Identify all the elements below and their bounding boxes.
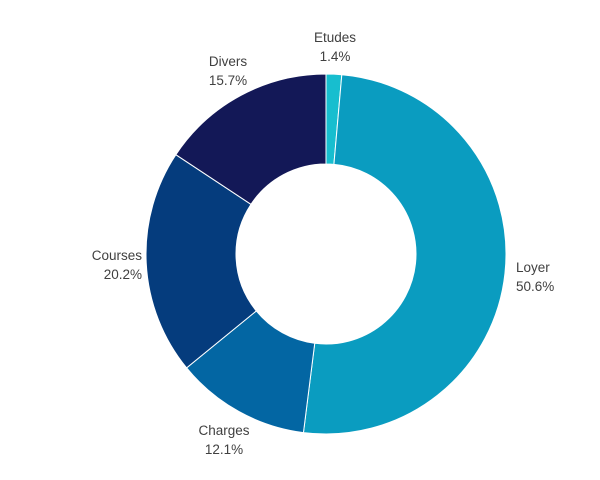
slice-label-courses: Courses (92, 248, 143, 263)
slice-courses[interactable] (145, 154, 257, 369)
slice-divers[interactable] (175, 73, 327, 206)
slice-label-loyer: Loyer (516, 260, 550, 275)
slice-value-courses: 20.2% (104, 267, 142, 282)
slice-value-divers: 15.7% (209, 73, 247, 88)
slice-loyer[interactable] (302, 74, 507, 435)
slice-value-loyer: 50.6% (516, 279, 554, 294)
slice-label-charges: Charges (198, 423, 249, 438)
slice-value-charges: 12.1% (205, 442, 243, 457)
slice-label-etudes: Etudes (314, 30, 356, 45)
slice-label-divers: Divers (209, 54, 248, 69)
slice-value-etudes: 1.4% (320, 49, 351, 64)
